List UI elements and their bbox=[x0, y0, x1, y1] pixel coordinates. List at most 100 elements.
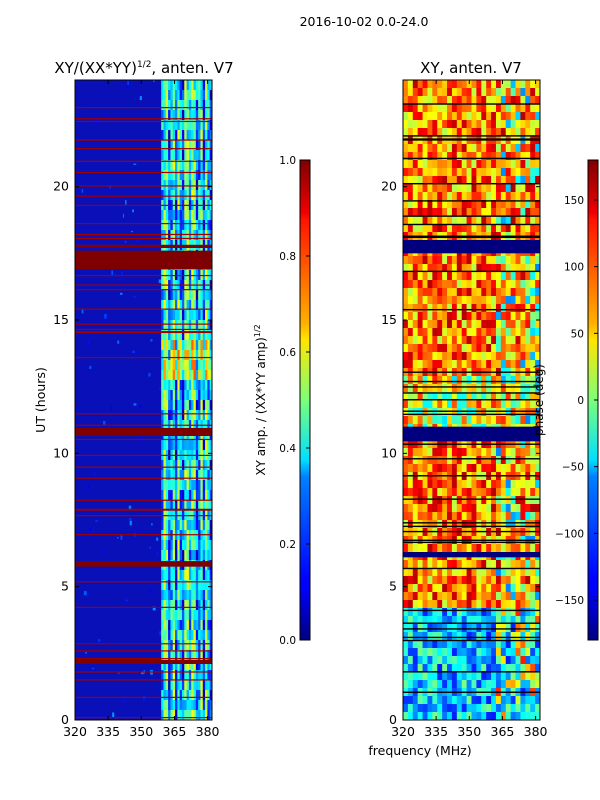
phase-cell bbox=[407, 408, 414, 417]
phase-cell bbox=[481, 360, 487, 369]
phase-cell bbox=[505, 560, 512, 569]
phase-cell bbox=[471, 576, 477, 585]
amplitude-flag-line bbox=[75, 148, 212, 150]
phase-cell bbox=[456, 184, 463, 193]
amplitude-speckle bbox=[104, 313, 107, 319]
phase-cell bbox=[403, 208, 409, 217]
phase-cell bbox=[432, 304, 438, 313]
phase-cell bbox=[403, 216, 409, 225]
amplitude-cell bbox=[172, 360, 176, 371]
amplitude-flag-line bbox=[75, 118, 212, 120]
phase-cell bbox=[451, 640, 458, 649]
amplitude-cell bbox=[186, 480, 190, 491]
amplitude-flag-line bbox=[75, 328, 212, 331]
amplitude-cell bbox=[181, 590, 185, 601]
amplitude-cell bbox=[179, 380, 183, 391]
amplitude-cell bbox=[188, 410, 192, 421]
phase-cell bbox=[456, 88, 463, 97]
amplitude-cell bbox=[193, 360, 197, 371]
phase-cell bbox=[461, 104, 468, 113]
phase-cell bbox=[505, 384, 512, 393]
phase-cell bbox=[447, 288, 453, 297]
amplitude-cell bbox=[168, 130, 171, 141]
phase-cell bbox=[451, 664, 458, 673]
phase-cell bbox=[535, 208, 540, 217]
amplitude-cell bbox=[172, 210, 176, 221]
phase-cell bbox=[471, 608, 477, 617]
phase-cell bbox=[500, 640, 507, 649]
amplitude-cell bbox=[191, 380, 195, 391]
phase-cell bbox=[520, 376, 526, 385]
amplitude-cell bbox=[207, 120, 211, 131]
amplitude-flag-line bbox=[75, 284, 212, 286]
phase-cell bbox=[520, 408, 526, 417]
y-tick-label: 5 bbox=[389, 579, 397, 594]
amplitude-cell bbox=[177, 160, 181, 171]
phase-cell bbox=[486, 608, 492, 617]
phase-cell bbox=[456, 112, 463, 121]
amplitude-speckle bbox=[122, 213, 125, 218]
amplitude-cell bbox=[170, 100, 174, 111]
phase-cell bbox=[515, 104, 521, 113]
amplitude-cell bbox=[191, 220, 195, 231]
phase-cell bbox=[505, 616, 512, 625]
phase-cell bbox=[447, 680, 453, 689]
phase-cell bbox=[461, 280, 468, 289]
phase-cell bbox=[437, 464, 443, 473]
phase-cell bbox=[466, 144, 472, 153]
phase-cell bbox=[461, 200, 468, 209]
phase-heatmap bbox=[403, 80, 540, 720]
phase-cell bbox=[491, 456, 497, 465]
amplitude-speckle bbox=[152, 606, 156, 611]
phase-cell bbox=[510, 320, 517, 329]
phase-cell bbox=[530, 360, 536, 369]
phase-cell bbox=[525, 392, 531, 401]
phase-cell bbox=[407, 560, 414, 569]
phase-cell bbox=[476, 96, 482, 105]
amplitude-flag-line bbox=[75, 237, 212, 240]
phase-cell bbox=[535, 648, 540, 657]
phase-cell bbox=[432, 544, 438, 553]
phase-flag-line bbox=[403, 215, 540, 217]
phase-cell bbox=[422, 200, 428, 209]
amplitude-cell bbox=[184, 680, 188, 691]
amplitude-cell bbox=[175, 160, 178, 171]
amplitude-cell bbox=[207, 440, 211, 451]
colorbar-tick-label: −100 bbox=[555, 528, 584, 540]
amplitude-cell bbox=[202, 650, 206, 661]
phase-cell bbox=[412, 320, 419, 329]
phase-cell bbox=[417, 320, 424, 329]
phase-cell bbox=[466, 504, 472, 513]
phase-cell bbox=[437, 632, 443, 641]
amplitude-cell bbox=[205, 130, 208, 141]
amplitude-cell bbox=[195, 460, 199, 471]
phase-cell bbox=[520, 416, 526, 425]
amplitude-cell bbox=[198, 680, 201, 691]
amplitude-cell bbox=[177, 180, 181, 191]
phase-cell bbox=[535, 216, 540, 225]
phase-cell bbox=[481, 168, 487, 177]
amplitude-cell bbox=[202, 210, 206, 221]
phase-cell bbox=[427, 96, 433, 105]
amplitude-cell bbox=[168, 670, 171, 681]
phase-cell bbox=[530, 664, 536, 673]
phase-cell bbox=[491, 144, 497, 153]
amplitude-cell bbox=[172, 190, 176, 201]
phase-cell bbox=[451, 544, 458, 553]
amplitude-cell bbox=[170, 160, 174, 171]
amplitude-cell bbox=[181, 660, 185, 671]
phase-cell bbox=[407, 664, 414, 673]
amplitude-cell bbox=[193, 210, 197, 221]
phase-cell bbox=[476, 152, 482, 161]
amplitude-flag-line bbox=[75, 171, 212, 174]
amplitude-cell bbox=[175, 170, 178, 181]
phase-cell bbox=[525, 696, 531, 705]
phase-cell bbox=[447, 600, 453, 609]
amplitude-cell bbox=[172, 100, 176, 111]
phase-cell bbox=[442, 200, 448, 209]
phase-cell bbox=[437, 704, 443, 713]
amplitude-cell bbox=[184, 410, 188, 421]
phase-cell bbox=[432, 216, 438, 225]
amplitude-cell bbox=[165, 300, 169, 311]
phase-cell bbox=[461, 128, 468, 137]
